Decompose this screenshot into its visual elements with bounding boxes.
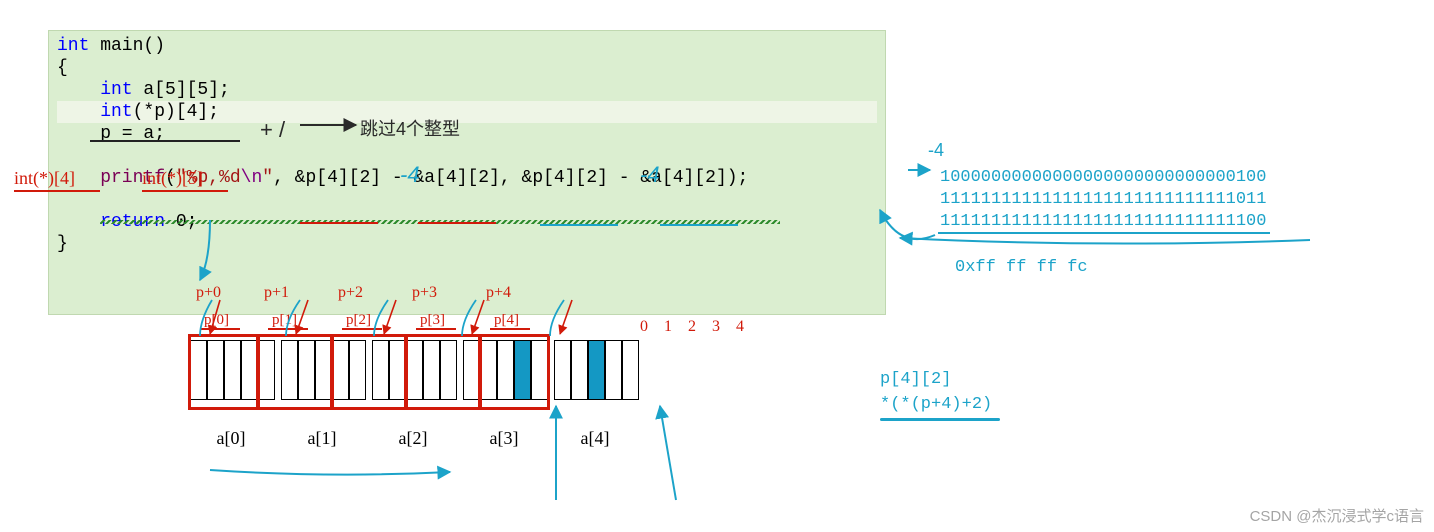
cell [389, 340, 406, 400]
deref-label: *(*(p+4)+2) [880, 395, 992, 414]
cell [298, 340, 315, 400]
cell [605, 340, 622, 400]
expr1-underline [300, 222, 378, 224]
cell [258, 340, 275, 400]
a-label: a[2] [399, 428, 428, 449]
code-line-blank [57, 145, 877, 167]
code-line-4: int(*p)[4]; [57, 101, 877, 123]
cell-group-3 [463, 340, 548, 402]
cell [315, 340, 332, 400]
cell [480, 340, 497, 400]
p-top-label: p+3 [412, 284, 437, 302]
p-top-label: p+2 [338, 284, 363, 302]
bin-line-1: 10000000000000000000000000000100 [940, 168, 1266, 187]
code-line-8: } [57, 233, 877, 255]
cell [554, 340, 571, 400]
cell [531, 340, 548, 400]
watermark: CSDN @杰沉浸式学c语言 [1250, 505, 1424, 526]
hex-label: 0xff ff ff fc [955, 258, 1088, 277]
intstar5-underline [142, 190, 228, 192]
cell [406, 340, 423, 400]
a-label: a[1] [308, 428, 337, 449]
p-top-label: p+1 [264, 284, 289, 302]
p-top-label: p+0 [196, 284, 221, 302]
neg4-b: -4 [640, 162, 660, 188]
cell-group-0 [190, 340, 275, 402]
p-sub-underline [268, 328, 308, 330]
deref-underline [880, 418, 1000, 421]
p-sub-label: p[3] [420, 312, 445, 329]
p-sub-underline [490, 328, 530, 330]
cell [622, 340, 639, 400]
cell [190, 340, 207, 400]
cell-group-4 [554, 340, 639, 402]
a-label: a[0] [217, 428, 246, 449]
cell [241, 340, 258, 400]
p-sub-label: p[1] [272, 312, 297, 329]
bin-line-3: 11111111111111111111111111111100 [940, 212, 1266, 231]
cell [571, 340, 588, 400]
cell [207, 340, 224, 400]
cell [440, 340, 457, 400]
intstar5-label: int(*)[5] [142, 168, 203, 189]
p-sub-label: p[4] [494, 312, 519, 329]
p-sub-label: p[2] [346, 312, 371, 329]
code-line-blank2 [57, 189, 877, 211]
code-line-3: int a[5][5]; [57, 79, 877, 101]
strike-mark: + / [260, 117, 285, 143]
cell [463, 340, 480, 400]
cell [224, 340, 241, 400]
bin-line-2: 11111111111111111111111111111011 [940, 190, 1266, 209]
cell [281, 340, 298, 400]
neg4-a: -4 [400, 162, 420, 188]
cell [423, 340, 440, 400]
cell-group-1 [281, 340, 366, 402]
index-labels: 0 1 2 3 4 [640, 318, 750, 336]
code-line-2: { [57, 57, 877, 79]
skip4-label: 跳过4个整型 [360, 115, 460, 141]
bin3-underline [938, 232, 1270, 234]
right-neg4: -4 [928, 140, 944, 161]
p-sub-label: p[0] [204, 312, 229, 329]
expr4-underline [660, 224, 738, 226]
cell [372, 340, 389, 400]
cell [497, 340, 514, 400]
cell [332, 340, 349, 400]
cell [349, 340, 366, 400]
expr3-underline [540, 224, 618, 226]
a-label: a[4] [581, 428, 610, 449]
kw-int: int [57, 36, 89, 56]
p-sub-underline [200, 328, 240, 330]
cell-group-2 [372, 340, 457, 402]
intstar4-label: int(*)[4] [14, 168, 75, 189]
code-line-1: int main() [57, 35, 877, 57]
memory-diagram: a[0]a[1]a[2]a[3]a[4]p+0p[0]p+1p[1]p+2p[2… [190, 330, 810, 510]
intstar4-underline [14, 190, 100, 192]
cell [514, 340, 531, 400]
expr2-underline [418, 222, 496, 224]
dark-underline [90, 140, 240, 142]
p-sub-underline [416, 328, 456, 330]
p-top-label: p+4 [486, 284, 511, 302]
p-sub-underline [342, 328, 382, 330]
a-label: a[3] [490, 428, 519, 449]
p42-label: p[4][2] [880, 370, 951, 389]
cell [588, 340, 605, 400]
